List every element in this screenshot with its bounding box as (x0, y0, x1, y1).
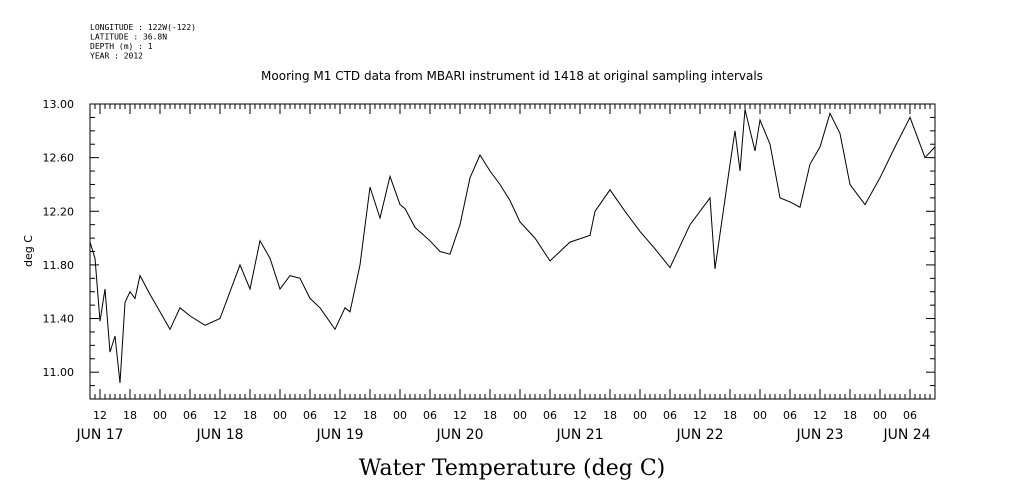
x-tick-label: 06 (903, 409, 917, 422)
x-tick-label: 18 (123, 409, 137, 422)
plot-frame (89, 103, 936, 400)
x-day-label: JUN 18 (195, 427, 243, 443)
x-tick-label: 12 (693, 409, 707, 422)
y-tick-label: 11.40 (43, 313, 75, 326)
x-tick-label: 12 (213, 409, 227, 422)
metadata-line: LATITUDE : 36.8N (90, 33, 167, 42)
x-tick-label: 06 (303, 409, 317, 422)
x-tick-label: 18 (603, 409, 617, 422)
metadata-block: LONGITUDE : 122W(-122)LATITUDE : 36.8NDE… (90, 23, 196, 61)
y-tick-label: 12.60 (43, 152, 75, 165)
y-tick-label: 13.00 (43, 98, 75, 111)
x-axis-title: Water Temperature (deg C) (359, 456, 666, 481)
x-tick-label: 12 (573, 409, 587, 422)
x-day-label: JUN 22 (675, 427, 723, 443)
x-day-label: JUN 20 (435, 427, 483, 443)
x-day-label: JUN 23 (795, 427, 843, 443)
x-day-label: JUN 19 (315, 427, 363, 443)
x-tick-label: 00 (753, 409, 767, 422)
x-tick-label: 18 (243, 409, 257, 422)
metadata-line: LONGITUDE : 122W(-122) (90, 23, 196, 32)
x-tick-label: 12 (333, 409, 347, 422)
x-day-labels: JUN 17 JUN 18 JUN 19 JUN 20 JUN 21 JUN 22 JUN … (75, 427, 930, 443)
x-tick-label: 06 (663, 409, 677, 422)
metadata-line: YEAR : 2012 (90, 52, 143, 61)
chart-title: Mooring M1 CTD data from MBARI instrumen… (261, 69, 763, 83)
x-day-label: JUN 24 (882, 427, 930, 443)
x-tick-label: 18 (363, 409, 377, 422)
metadata-line: DEPTH (m) : 1 (90, 42, 153, 51)
x-tick-label: 00 (513, 409, 527, 422)
x-tick-label: 18 (843, 409, 857, 422)
x-day-label: JUN 21 (555, 427, 603, 443)
x-axis: 12 18 00 06 12 18 00 06 12 18 00 06 12 18 00 06 12 18 00 06… (89, 104, 936, 422)
y-tick-label: 11.00 (43, 366, 75, 379)
x-tick-label: 00 (873, 409, 887, 422)
series-line (89, 109, 936, 383)
x-tick-label: 12 (93, 409, 107, 422)
x-tick-label: 06 (183, 409, 197, 422)
y-axis: 11.00 11.40 11.80 12.20 12.60 13.00 (43, 98, 935, 400)
x-tick-label: 18 (723, 409, 737, 422)
x-tick-label: 00 (153, 409, 167, 422)
y-tick-label: 11.80 (43, 259, 75, 272)
x-tick-label: 12 (453, 409, 467, 422)
y-axis-label: deg C (22, 235, 35, 267)
x-tick-label: 00 (273, 409, 287, 422)
x-tick-label: 18 (483, 409, 497, 422)
x-tick-label: 06 (543, 409, 557, 422)
y-tick-label: 12.20 (43, 205, 75, 218)
x-tick-label: 00 (633, 409, 647, 422)
x-tick-label: 06 (783, 409, 797, 422)
x-tick-label: 06 (423, 409, 437, 422)
x-tick-label: 12 (813, 409, 827, 422)
x-day-label: JUN 17 (75, 427, 123, 443)
x-tick-label: 00 (393, 409, 407, 422)
